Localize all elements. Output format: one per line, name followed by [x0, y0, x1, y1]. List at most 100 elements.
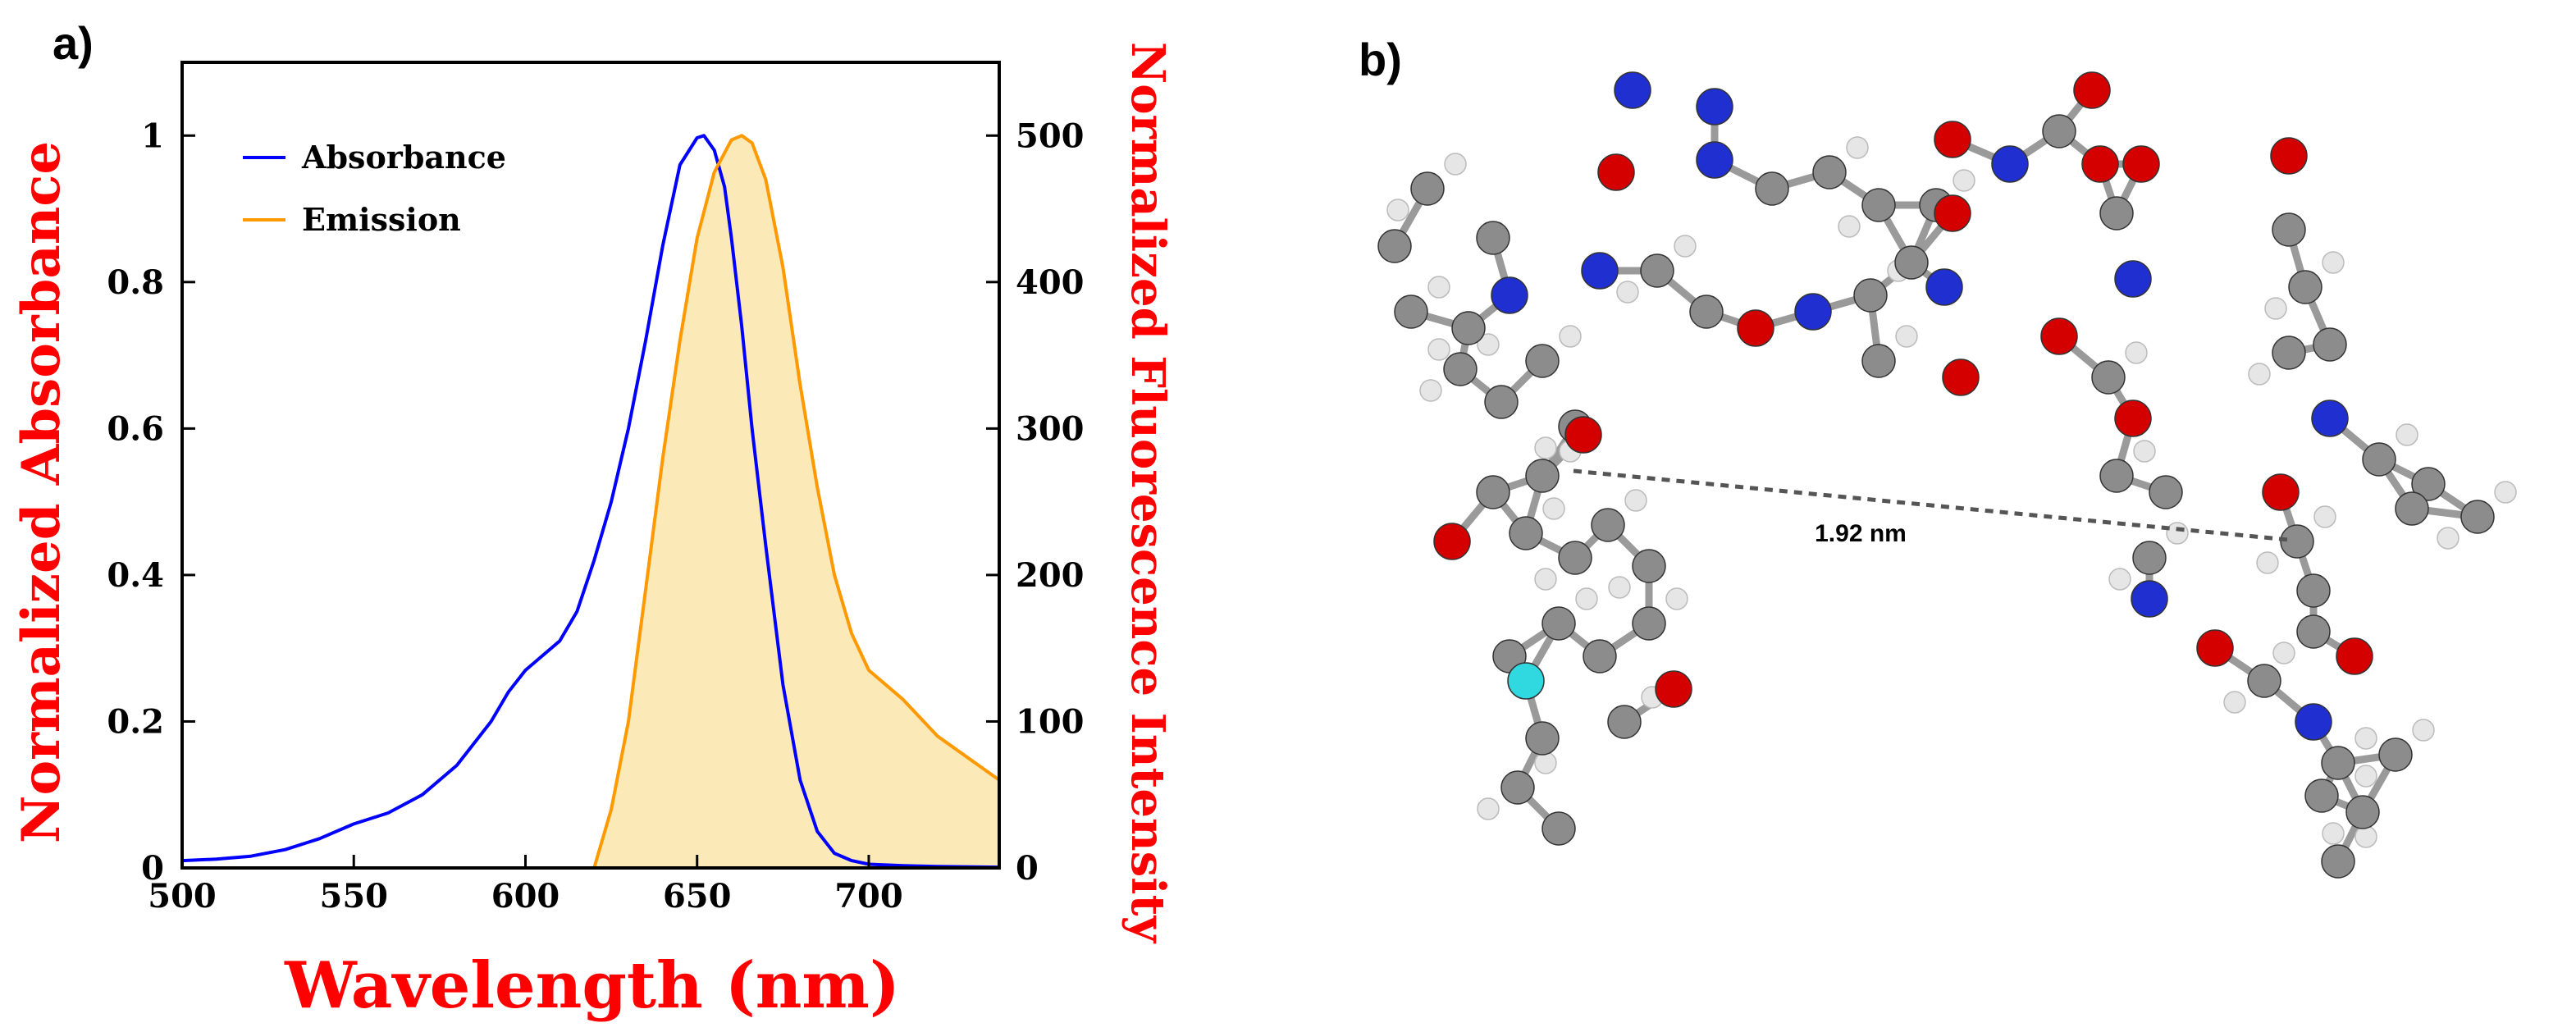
y2-tick-label: 300	[1016, 409, 1085, 448]
oxygen-atom	[1934, 194, 1971, 232]
carbon-atom	[1853, 278, 1888, 313]
oxygen-atom	[1942, 358, 1980, 396]
nitrogen-atom	[1696, 88, 1733, 126]
x-tick-label: 700	[834, 877, 903, 916]
hydrogen-atom	[1477, 333, 1500, 356]
carbon-atom	[1558, 541, 1592, 575]
carbon-atom	[1476, 475, 1510, 509]
carbon-atom	[1525, 721, 1560, 756]
carbon-atom	[1894, 245, 1929, 280]
hydrogen-atom	[1477, 797, 1500, 820]
nitrogen-atom	[2114, 260, 2152, 298]
hydrogen-atom	[1444, 153, 1467, 176]
carbon-atom	[1541, 811, 1576, 846]
legend: Absorbance Emission	[243, 139, 506, 238]
carbon-atom	[1689, 295, 1724, 329]
hydrogen-atom	[1542, 497, 1565, 520]
carbon-atom	[1484, 385, 1519, 419]
hydrogen-atom	[1575, 587, 1598, 610]
hydrogen-atom	[2264, 297, 2287, 320]
plot-frame	[180, 61, 1001, 870]
series-line-emission	[592, 134, 1001, 869]
y-tick-label: 1	[141, 116, 164, 155]
hydrogen-atom	[2223, 691, 2246, 714]
carbon-atom	[1755, 171, 1789, 206]
hydrogen-atom	[2108, 568, 2131, 591]
distance-label: 1.92 nm	[1815, 520, 1907, 547]
carbon-atom	[2313, 327, 2347, 362]
oxygen-atom	[2081, 145, 2119, 183]
y-tick-label: 0.8	[107, 263, 164, 302]
series-line-absorbance	[181, 134, 1000, 870]
y2-tick-label: 200	[1016, 556, 1085, 595]
nitrogen-atom	[2295, 703, 2332, 741]
carbon-atom	[2272, 336, 2306, 370]
carbon-atom	[1607, 705, 1642, 739]
carbon-atom	[1583, 639, 1617, 674]
hydrogen-atom	[2133, 440, 2156, 463]
carbon-atom	[2321, 746, 2355, 780]
hydrogen-atom	[1427, 276, 1450, 299]
hydrogen-atom	[1386, 199, 1409, 221]
oxygen-atom	[2040, 317, 2078, 355]
y2-tick-label: 0	[1016, 849, 1039, 888]
hydrogen-atom	[1674, 235, 1697, 258]
oxygen-atom	[2336, 637, 2373, 675]
carbon-atom	[1476, 221, 1510, 255]
oxygen-atom	[1655, 670, 1692, 708]
carbon-atom	[1632, 606, 1666, 641]
hydrogen-atom	[2125, 341, 2148, 364]
oxygen-atom	[1737, 309, 1774, 347]
nitrogen-atom	[2131, 580, 2168, 618]
carbon-atom	[2272, 212, 2306, 247]
oxygen-atom	[1433, 523, 1471, 560]
carbon-atom	[1632, 549, 1666, 583]
carbon-atom	[2099, 196, 2134, 231]
carbon-atom	[1541, 606, 1576, 641]
hydrogen-atom	[1534, 751, 1557, 774]
carbon-atom	[2296, 573, 2331, 608]
panel-a-label: a)	[53, 17, 94, 69]
y-tick-label: 0	[141, 849, 164, 888]
hydrogen-atom	[2166, 522, 2189, 545]
legend-label-emission: Emission	[302, 201, 461, 238]
hydrogen-atom	[2256, 551, 2279, 574]
carbon-atom	[1377, 229, 1412, 263]
oxygen-atom	[2262, 473, 2300, 511]
y2-tick-label: 400	[1016, 263, 1085, 302]
carbon-atom	[2362, 442, 2396, 477]
carbon-atom	[2099, 459, 2134, 493]
nitrogen-atom	[1614, 71, 1651, 109]
nitrogen-atom	[1794, 293, 1832, 331]
hydrogen-atom	[2313, 505, 2336, 528]
carbon-atom	[2280, 524, 2314, 559]
hydrogen-atom	[1419, 379, 1442, 402]
hydrogen-atom	[2272, 642, 2295, 664]
hydrogen-atom	[1534, 436, 1557, 459]
hydrogen-atom	[1846, 136, 1869, 159]
oxygen-atom	[2073, 71, 2111, 109]
y-tick-label: 0.4	[107, 556, 164, 595]
emission-area	[594, 135, 999, 869]
carbon-atom	[2149, 475, 2183, 509]
carbon-atom	[1500, 770, 1535, 805]
oxygen-atom	[1597, 153, 1635, 191]
y-axis-title: Normalized Absorbance	[11, 141, 72, 843]
carbon-atom	[1443, 352, 1478, 386]
carbon-atom	[1525, 344, 1560, 378]
carbon-atom	[2460, 500, 2495, 534]
y-tick-label: 0.6	[107, 409, 164, 448]
carbon-atom	[2288, 270, 2323, 304]
y-tick-label: 0.2	[107, 702, 164, 741]
oxygen-atom	[1564, 416, 1602, 454]
carbon-atom	[1861, 344, 1896, 378]
carbon-atom	[1509, 516, 1543, 550]
carbon-atom	[1394, 295, 1428, 329]
hydrogen-atom	[2494, 481, 2517, 504]
carbon-atom	[2345, 795, 2380, 829]
oxygen-atom	[1934, 121, 1971, 158]
carbon-atom	[1812, 155, 1847, 190]
carbon-atom	[2042, 114, 2076, 148]
hydrogen-atom	[1559, 325, 1582, 348]
